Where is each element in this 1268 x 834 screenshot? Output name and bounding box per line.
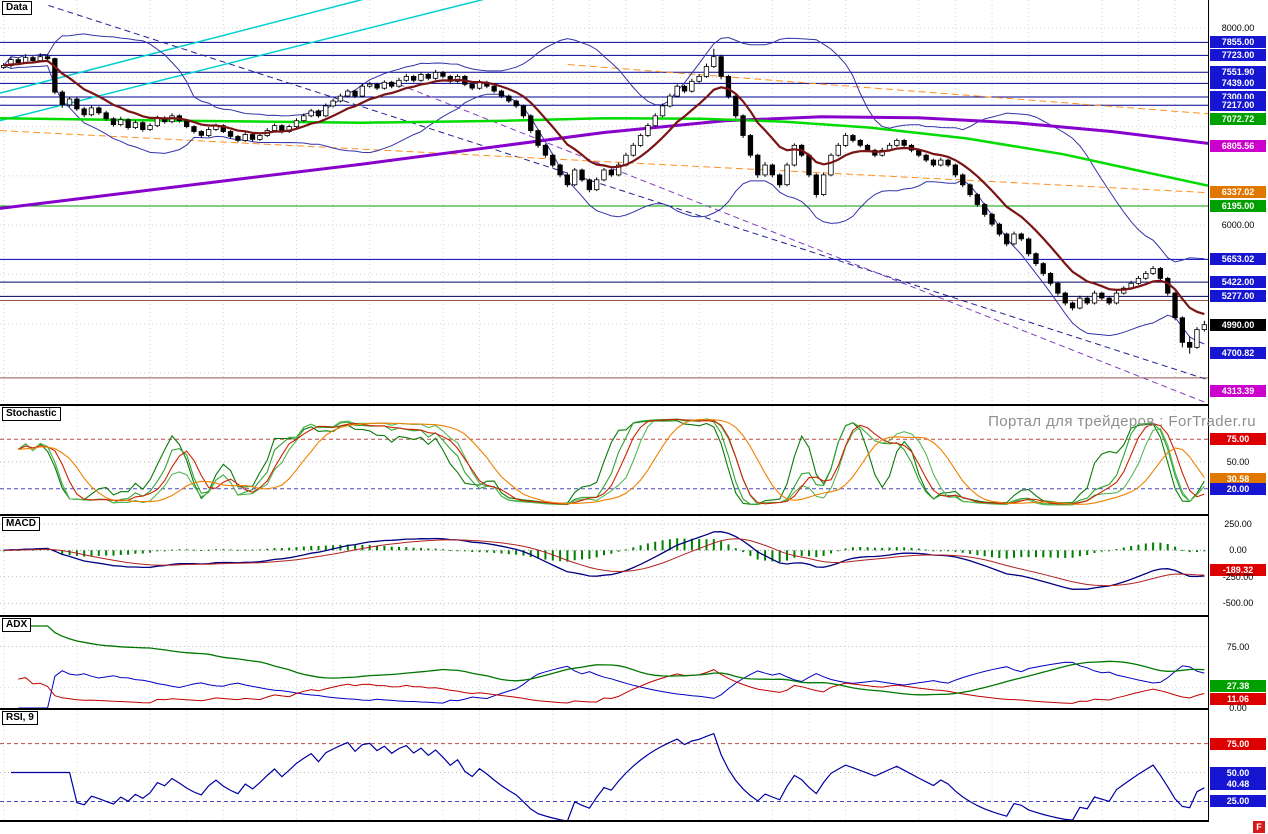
axis-value-badge: 75.00 xyxy=(1210,738,1266,750)
axis-value-badge: 4313.39 xyxy=(1210,385,1266,397)
axis-value-badge: 27.38 xyxy=(1210,680,1266,692)
axis-value-badge: 25.00 xyxy=(1210,795,1266,807)
panel-separator[interactable] xyxy=(0,615,1268,617)
panel-separator[interactable] xyxy=(0,708,1268,710)
panel-separator xyxy=(0,820,1268,822)
panel-label-rsi[interactable]: RSI, 9 xyxy=(2,711,38,725)
axis-value-badge: 5277.00 xyxy=(1210,290,1266,302)
axis-value-badge: -189.32 xyxy=(1210,564,1266,576)
axis-scale-label: 0.00 xyxy=(1229,545,1247,555)
axis-scale-label: 75.00 xyxy=(1226,642,1250,652)
axis-border xyxy=(1208,0,1209,822)
stochastic-chart-svg[interactable] xyxy=(0,406,1208,514)
axis-value-badge: 4700.82 xyxy=(1210,347,1266,359)
axis-scale-label: 0.00 xyxy=(1229,703,1247,713)
panel-label-stochastic[interactable]: Stochastic xyxy=(2,407,61,421)
panel-separator[interactable] xyxy=(0,404,1268,406)
price-panel[interactable]: Data xyxy=(0,0,1208,404)
axis-value-badge: 5422.00 xyxy=(1210,276,1266,288)
panel-separator[interactable] xyxy=(0,514,1268,516)
axis-value-badge: 6195.00 xyxy=(1210,200,1266,212)
axis-scale-label: -500.00 xyxy=(1222,598,1254,608)
stochastic-panel[interactable]: Stochastic xyxy=(0,406,1208,514)
adx-chart-svg[interactable] xyxy=(0,617,1208,708)
axis-value-badge: 75.00 xyxy=(1210,433,1266,445)
axis-value-badge: 50.00 xyxy=(1210,767,1266,779)
axis-value-badge: 6337.02 xyxy=(1210,186,1266,198)
price-chart-svg[interactable] xyxy=(0,0,1208,404)
time-axis[interactable] xyxy=(0,822,1268,834)
panel-label-data[interactable]: Data xyxy=(2,1,32,15)
axis-value-badge: 7855.00 xyxy=(1210,36,1266,48)
axis-value-badge: 7723.00 xyxy=(1210,49,1266,61)
axis-scale-label: 50.00 xyxy=(1226,457,1250,467)
axis-value-badge: 4990.00 xyxy=(1210,319,1266,331)
axis-value-badge: 7551.90 xyxy=(1210,66,1266,78)
axis-value-badge: 7217.00 xyxy=(1210,99,1266,111)
axis-scale-label: 250.00 xyxy=(1224,519,1252,529)
axis-value-badge: 7439.00 xyxy=(1210,77,1266,89)
axis-value-badge: 20.00 xyxy=(1210,483,1266,495)
axis-value-badge: 7072.72 xyxy=(1210,113,1266,125)
price-axis[interactable]: 8000.00 7855.00 7723.00 7551.90 7439.00 7300.… xyxy=(1209,0,1268,822)
rsi-panel[interactable]: RSI, 9 xyxy=(0,710,1208,820)
macd-panel[interactable]: MACD xyxy=(0,516,1208,615)
axis-value-badge: 30.58 xyxy=(1210,473,1266,485)
macd-chart-svg[interactable] xyxy=(0,516,1208,615)
axis-scale-label: 6000.00 xyxy=(1221,220,1255,230)
axis-scale-label: 8000.00 xyxy=(1221,23,1255,33)
axis-value-badge: 6805.56 xyxy=(1210,140,1266,152)
axis-value-badge: 11.06 xyxy=(1210,693,1266,705)
watermark: Портал для трейдеров : ForTrader.ru xyxy=(988,413,1256,430)
panel-label-macd[interactable]: MACD xyxy=(2,517,40,531)
panel-label-adx[interactable]: ADX xyxy=(2,618,32,632)
axis-value-badge: 5653.02 xyxy=(1210,253,1266,265)
fortrader-logo[interactable]: F xyxy=(1253,821,1265,833)
adx-panel[interactable]: ADX xyxy=(0,617,1208,708)
rsi-chart-svg[interactable] xyxy=(0,710,1208,820)
axis-scale-label: -250.00 xyxy=(1222,572,1254,582)
axis-value-badge: 40.48 xyxy=(1210,778,1266,790)
